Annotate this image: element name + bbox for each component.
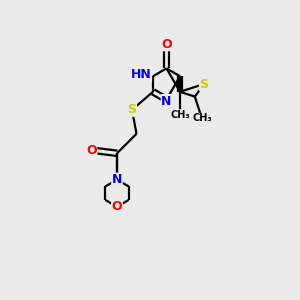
Text: S: S	[128, 103, 136, 116]
Text: O: O	[112, 200, 122, 213]
Text: O: O	[86, 144, 97, 157]
Text: HN: HN	[131, 68, 152, 81]
Text: O: O	[161, 38, 172, 51]
Text: S: S	[200, 77, 208, 91]
Text: N: N	[161, 94, 172, 108]
Text: N: N	[112, 173, 122, 186]
Text: CH₃: CH₃	[192, 113, 212, 123]
Text: CH₃: CH₃	[170, 110, 190, 120]
